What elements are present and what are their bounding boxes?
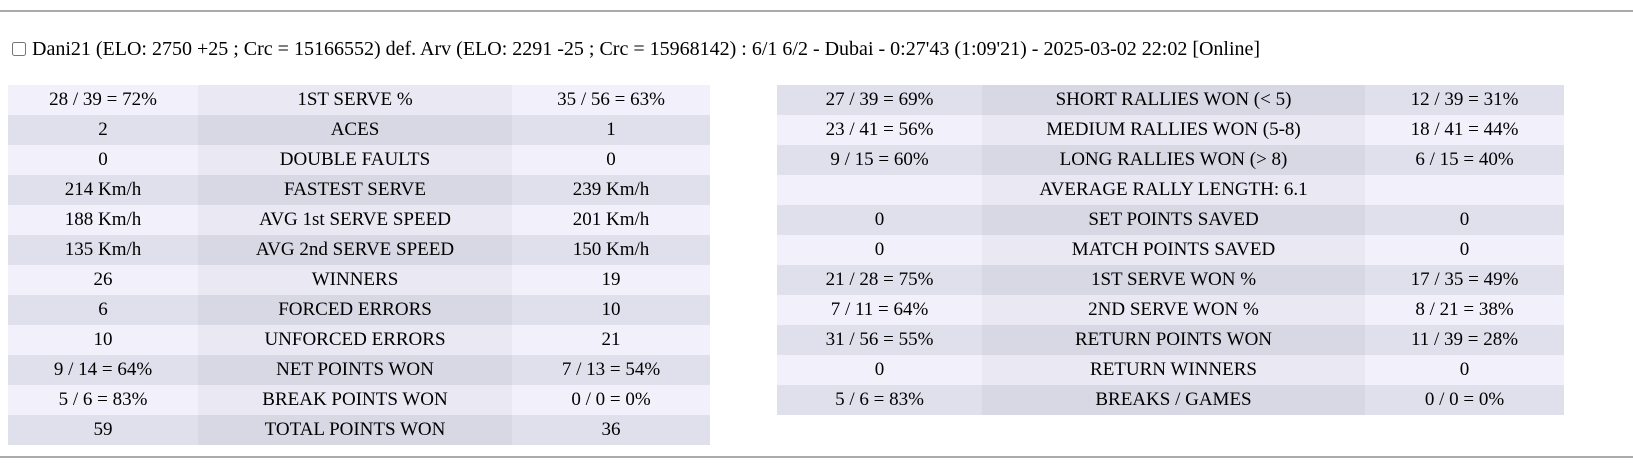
player2-value: 0 bbox=[1365, 205, 1564, 235]
player1-value: 23 / 41 = 56% bbox=[777, 115, 982, 145]
player2-value: 0 bbox=[1365, 355, 1564, 385]
player1-value: 9 / 15 = 60% bbox=[777, 145, 982, 175]
bottom-divider bbox=[0, 456, 1633, 458]
player2-value: 0 bbox=[512, 145, 710, 175]
match-header: Dani21 (ELO: 2750 +25 ; Crc = 15166552) … bbox=[12, 37, 1260, 61]
stat-label: BREAKS / GAMES bbox=[982, 385, 1365, 415]
stat-label: AVG 2nd SERVE SPEED bbox=[198, 235, 512, 265]
stats-row: AVERAGE RALLY LENGTH: 6.1 bbox=[777, 175, 1564, 205]
player1-value: 5 / 6 = 83% bbox=[8, 385, 198, 415]
stats-row: 2 ACES 1 bbox=[8, 115, 710, 145]
player2-value: 0 bbox=[1365, 235, 1564, 265]
stats-row: 135 Km/h AVG 2nd SERVE SPEED 150 Km/h bbox=[8, 235, 710, 265]
player1-value: 0 bbox=[777, 355, 982, 385]
player2-value: 0 / 0 = 0% bbox=[512, 385, 710, 415]
stats-row: 31 / 56 = 55% RETURN POINTS WON 11 / 39 = … bbox=[777, 325, 1564, 355]
player2-value: 21 bbox=[512, 325, 710, 355]
stats-row: 23 / 41 = 56% MEDIUM RALLIES WON (5-8) 18 … bbox=[777, 115, 1564, 145]
player1-value: 10 bbox=[8, 325, 198, 355]
stats-row: 0 DOUBLE FAULTS 0 bbox=[8, 145, 710, 175]
match-summary: Dani21 (ELO: 2750 +25 ; Crc = 15166552) … bbox=[32, 38, 1261, 60]
player1-value: 214 Km/h bbox=[8, 175, 198, 205]
stat-label: SET POINTS SAVED bbox=[982, 205, 1365, 235]
player2-value: 18 / 41 = 44% bbox=[1365, 115, 1564, 145]
stats-row: 6 FORCED ERRORS 10 bbox=[8, 295, 710, 325]
stat-label: LONG RALLIES WON (> 8) bbox=[982, 145, 1365, 175]
stat-label: NET POINTS WON bbox=[198, 355, 512, 385]
player1-value: 135 Km/h bbox=[8, 235, 198, 265]
player1-value: 5 / 6 = 83% bbox=[777, 385, 982, 415]
player1-value: 0 bbox=[777, 205, 982, 235]
player2-value: 7 / 13 = 54% bbox=[512, 355, 710, 385]
stat-label: TOTAL POINTS WON bbox=[198, 415, 512, 445]
player1-value: 0 bbox=[8, 145, 198, 175]
stat-label: AVG 1st SERVE SPEED bbox=[198, 205, 512, 235]
stat-label: BREAK POINTS WON bbox=[198, 385, 512, 415]
stats-row: 27 / 39 = 69% SHORT RALLIES WON (< 5) 12 /… bbox=[777, 85, 1564, 115]
player1-value: 28 / 39 = 72% bbox=[8, 85, 198, 115]
stats-row: 7 / 11 = 64% 2ND SERVE WON % 8 / 21 = 38% bbox=[777, 295, 1564, 325]
stat-label: RETURN WINNERS bbox=[982, 355, 1365, 385]
stat-label: UNFORCED ERRORS bbox=[198, 325, 512, 355]
stat-label: RETURN POINTS WON bbox=[982, 325, 1365, 355]
rally-stats-table: 27 / 39 = 69% SHORT RALLIES WON (< 5) 12 /… bbox=[777, 85, 1564, 415]
player2-value bbox=[1365, 175, 1564, 205]
player1-value: 26 bbox=[8, 265, 198, 295]
stat-label: SHORT RALLIES WON (< 5) bbox=[982, 85, 1365, 115]
player1-value: 7 / 11 = 64% bbox=[777, 295, 982, 325]
player2-value: 239 Km/h bbox=[512, 175, 710, 205]
player2-value: 1 bbox=[512, 115, 710, 145]
player1-value: 6 bbox=[8, 295, 198, 325]
stat-label: WINNERS bbox=[198, 265, 512, 295]
stat-label: 2ND SERVE WON % bbox=[982, 295, 1365, 325]
player1-value: 31 / 56 = 55% bbox=[777, 325, 982, 355]
stats-row: 9 / 15 = 60% LONG RALLIES WON (> 8) 6 / 15… bbox=[777, 145, 1564, 175]
player2-value: 35 / 56 = 63% bbox=[512, 85, 710, 115]
player1-value: 27 / 39 = 69% bbox=[777, 85, 982, 115]
player1-value: 59 bbox=[8, 415, 198, 445]
player1-value: 0 bbox=[777, 235, 982, 265]
stats-row: 0 SET POINTS SAVED 0 bbox=[777, 205, 1564, 235]
player2-value: 10 bbox=[512, 295, 710, 325]
player1-value: 21 / 28 = 75% bbox=[777, 265, 982, 295]
match-select-checkbox[interactable] bbox=[12, 42, 26, 56]
player2-value: 150 Km/h bbox=[512, 235, 710, 265]
player1-value bbox=[777, 175, 982, 205]
stat-label: DOUBLE FAULTS bbox=[198, 145, 512, 175]
serve-stats-table: 28 / 39 = 72% 1ST SERVE % 35 / 56 = 63% 2 AC… bbox=[8, 85, 710, 445]
player2-value: 12 / 39 = 31% bbox=[1365, 85, 1564, 115]
stats-row: 10 UNFORCED ERRORS 21 bbox=[8, 325, 710, 355]
stats-row: 214 Km/h FASTEST SERVE 239 Km/h bbox=[8, 175, 710, 205]
player2-value: 11 / 39 = 28% bbox=[1365, 325, 1564, 355]
stats-row: 5 / 6 = 83% BREAKS / GAMES 0 / 0 = 0% bbox=[777, 385, 1564, 415]
stat-label: 1ST SERVE WON % bbox=[982, 265, 1365, 295]
player2-value: 0 / 0 = 0% bbox=[1365, 385, 1564, 415]
stats-row: 5 / 6 = 83% BREAK POINTS WON 0 / 0 = 0% bbox=[8, 385, 710, 415]
stats-row: 0 MATCH POINTS SAVED 0 bbox=[777, 235, 1564, 265]
player1-value: 2 bbox=[8, 115, 198, 145]
stats-row: 28 / 39 = 72% 1ST SERVE % 35 / 56 = 63% bbox=[8, 85, 710, 115]
stats-row: 21 / 28 = 75% 1ST SERVE WON % 17 / 35 = 49… bbox=[777, 265, 1564, 295]
player1-value: 9 / 14 = 64% bbox=[8, 355, 198, 385]
stats-row: 26 WINNERS 19 bbox=[8, 265, 710, 295]
stat-label: FASTEST SERVE bbox=[198, 175, 512, 205]
top-divider bbox=[0, 10, 1633, 12]
stat-label: ACES bbox=[198, 115, 512, 145]
stat-label: AVERAGE RALLY LENGTH: 6.1 bbox=[982, 175, 1365, 205]
player2-value: 6 / 15 = 40% bbox=[1365, 145, 1564, 175]
stats-row: 9 / 14 = 64% NET POINTS WON 7 / 13 = 54% bbox=[8, 355, 710, 385]
player2-value: 201 Km/h bbox=[512, 205, 710, 235]
stat-label: MEDIUM RALLIES WON (5-8) bbox=[982, 115, 1365, 145]
player2-value: 8 / 21 = 38% bbox=[1365, 295, 1564, 325]
stat-label: FORCED ERRORS bbox=[198, 295, 512, 325]
stat-label: MATCH POINTS SAVED bbox=[982, 235, 1365, 265]
player2-value: 17 / 35 = 49% bbox=[1365, 265, 1564, 295]
player2-value: 19 bbox=[512, 265, 710, 295]
player2-value: 36 bbox=[512, 415, 710, 445]
stats-row: 59 TOTAL POINTS WON 36 bbox=[8, 415, 710, 445]
player1-value: 188 Km/h bbox=[8, 205, 198, 235]
stats-row: 188 Km/h AVG 1st SERVE SPEED 201 Km/h bbox=[8, 205, 710, 235]
stats-row: 0 RETURN WINNERS 0 bbox=[777, 355, 1564, 385]
stat-label: 1ST SERVE % bbox=[198, 85, 512, 115]
